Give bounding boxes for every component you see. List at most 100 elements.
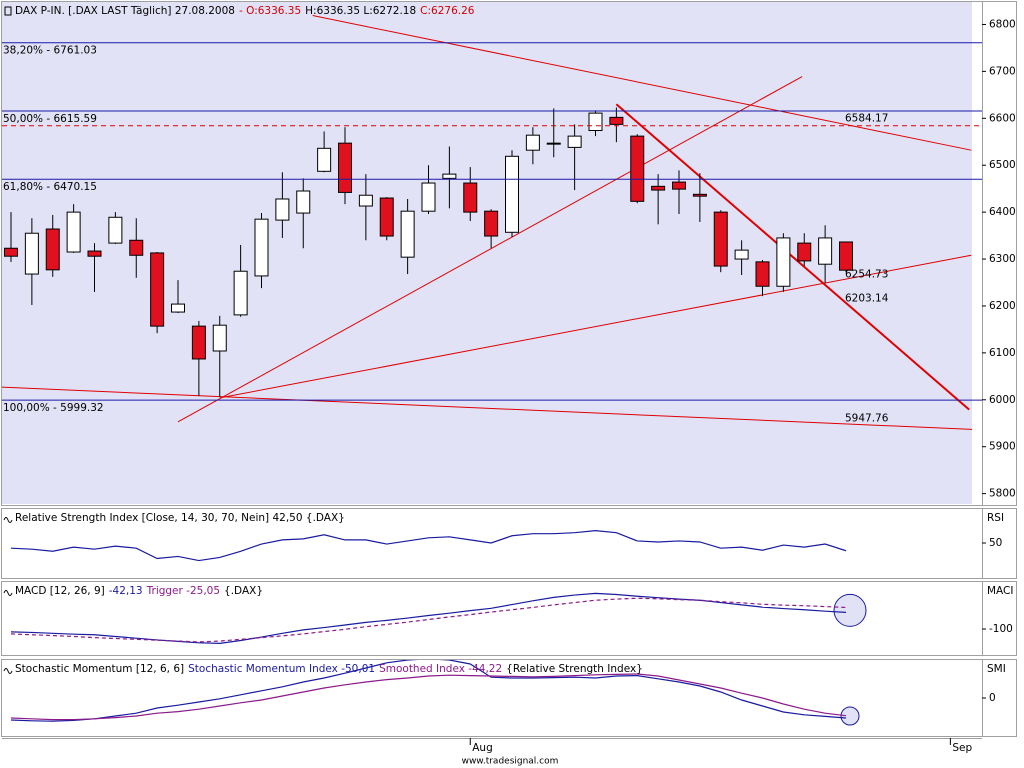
level-label: 61,80% - 6470.15 — [3, 181, 97, 193]
candle-body — [212, 324, 227, 352]
title-part: {.DAX} — [224, 585, 263, 597]
y-tick-label: 5900 — [989, 441, 1016, 453]
title-part: Relative Strength Index [Close, 14, 30, … — [15, 512, 345, 524]
indicator-line — [10, 592, 847, 644]
candle-body — [66, 211, 81, 253]
candle-body — [45, 228, 60, 271]
title-part: C:6276.26 — [420, 5, 475, 17]
title-part: Smoothed Index -44,22 — [379, 663, 502, 675]
candle-body — [484, 210, 499, 237]
price-annotation: 6203.14 — [845, 292, 889, 304]
candle-body — [254, 218, 269, 277]
candle-body — [630, 135, 645, 202]
title-part: -42,13 — [109, 585, 143, 597]
candle-body — [191, 325, 206, 360]
candle-body — [463, 182, 478, 213]
candle-body — [296, 190, 311, 214]
title-part: MACD [12, 26, 9] — [15, 585, 105, 597]
y-tick-label: 6000 — [989, 394, 1016, 406]
y-tick-label: 6600 — [989, 112, 1016, 124]
candle-body — [567, 135, 582, 148]
level-label: 100,00% - 5999.32 — [3, 402, 104, 414]
panel-icon — [4, 6, 12, 16]
title-part: {Relative Strength Index} — [506, 663, 643, 675]
y-tick-label: 6500 — [989, 159, 1016, 171]
candle-body — [379, 197, 394, 237]
trend-line — [219, 254, 972, 399]
candle-body — [317, 147, 332, 172]
title-part: - O:6336.35 — [239, 5, 301, 17]
candle-body — [776, 237, 791, 287]
candle-body — [505, 155, 519, 233]
y-tick-label: 0 — [989, 692, 996, 704]
panel-title: DAX P-IN. [.DAX LAST Täglich] 27.08.2008… — [15, 5, 475, 17]
candle-body — [609, 116, 624, 125]
candle-body — [525, 134, 540, 151]
trend-line — [615, 103, 970, 411]
trend-line — [312, 15, 972, 151]
panel-title: Relative Strength Index [Close, 14, 30, … — [15, 512, 345, 524]
candle-body — [755, 261, 770, 287]
y-tick-label: 50 — [989, 537, 1002, 549]
candle-body — [358, 194, 373, 207]
y-tick-label: 6800 — [989, 18, 1016, 30]
candle-body — [4, 247, 18, 257]
indicator-line — [10, 673, 847, 721]
plot-layer — [2, 15, 972, 430]
indicator-line — [10, 660, 847, 722]
candle-body — [713, 211, 728, 267]
candle-body — [651, 185, 666, 191]
x-tick-label: Aug — [472, 742, 493, 754]
end-marker — [840, 706, 860, 726]
rsi-panel — [1, 508, 1017, 579]
candle-body — [692, 193, 707, 197]
panel-title: MACD [12, 26, 9] -42,13 Trigger -25,05 {.DA… — [15, 585, 263, 597]
panel-icon — [3, 668, 13, 674]
price-annotation: 6254.73 — [845, 268, 888, 280]
candle-body — [108, 216, 123, 244]
y-tick-label: 6100 — [989, 347, 1016, 359]
price-annotation: 5947.76 — [845, 412, 889, 424]
candle-body — [839, 241, 853, 271]
y-tick-label: 6300 — [989, 253, 1016, 265]
candle-body — [338, 142, 352, 193]
title-part: H:6336.35 L:6272.18 — [305, 5, 416, 17]
candle-body — [672, 181, 686, 190]
candle-body — [275, 198, 290, 221]
y-tick-label: -100 — [989, 623, 1013, 635]
candle-body — [734, 249, 749, 260]
panel-icon — [3, 590, 13, 596]
candle-body — [171, 303, 185, 313]
y-tick-label: 6200 — [989, 300, 1016, 312]
plot-layer — [10, 592, 867, 644]
trend-line — [2, 386, 972, 430]
footer: www.tradesignal.com — [462, 757, 559, 767]
trend-line — [177, 76, 803, 423]
y-tick-label: 6400 — [989, 206, 1016, 218]
x-tick-label: Sep — [952, 742, 972, 754]
candle-body — [588, 112, 603, 131]
plot-layer — [10, 660, 860, 726]
level-label: 50,00% - 6615.59 — [3, 113, 97, 125]
candle-body — [546, 142, 561, 145]
candle-body — [442, 173, 457, 179]
axis-label: RSI — [987, 512, 1004, 524]
panel-icon — [3, 517, 13, 523]
level-label: 6584.17 — [845, 113, 888, 125]
title-part: DAX P-IN. [.DAX LAST Täglich] 27.08.2008 — [15, 5, 235, 17]
y-tick-label: 5800 — [989, 488, 1016, 500]
title-part: Trigger -25,05 — [146, 585, 220, 597]
axis-label: SMI — [987, 663, 1006, 675]
level-label: 38,20% - 6761.03 — [3, 45, 97, 57]
title-part: Stochastic Momentum [12, 6, 6] — [15, 663, 184, 675]
end-marker — [833, 593, 867, 627]
candle-body — [24, 232, 39, 275]
panel-title: Stochastic Momentum [12, 6, 6] Stochastic… — [15, 663, 643, 675]
candle-body — [818, 237, 833, 265]
y-tick-label: 6700 — [989, 65, 1016, 77]
candle-body — [129, 239, 144, 256]
title-part: Stochastic Momentum Index -50,01 — [188, 663, 375, 675]
candle-body — [421, 182, 436, 212]
candle-body — [233, 270, 248, 316]
